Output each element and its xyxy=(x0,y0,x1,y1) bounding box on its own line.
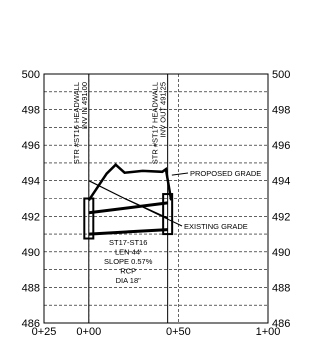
y-tick-label-right: 498 xyxy=(272,105,290,117)
y-tick-label-left: 490 xyxy=(22,247,40,259)
y-tick-label-left: 500 xyxy=(22,69,40,81)
callouts: PROPOSED GRADE EXISTING GRADE xyxy=(124,169,261,231)
y-tick-label-right: 486 xyxy=(272,318,290,330)
pipe-note-line: DIA 18" xyxy=(116,276,142,285)
pipe-note-line: RCP xyxy=(120,267,136,276)
pipe-note-line: ST17-ST16 xyxy=(109,238,147,247)
y-tick-label-left: 494 xyxy=(22,176,40,188)
y-tick-label-right: 488 xyxy=(272,282,290,294)
y-tick-label-right: 494 xyxy=(272,176,290,188)
y-tick-label-left: 496 xyxy=(22,140,40,152)
structure-name: STR #ST16 HEADWALL xyxy=(72,82,81,164)
headwall-box xyxy=(162,193,174,236)
pipe-notes: ST17-ST16 LEN 44' SLOPE 0.57% RCP DIA 18" xyxy=(104,238,153,285)
x-tick-label: 0+00 xyxy=(76,326,101,338)
x-tick-label: 0+50 xyxy=(166,326,191,338)
x-tick-label: 0+25 xyxy=(32,326,57,338)
existing-grade-line xyxy=(88,180,168,219)
plot-frame xyxy=(43,73,269,324)
proposed-grade-line xyxy=(87,162,173,201)
y-tick-label-left: 492 xyxy=(22,211,40,223)
grade-lines xyxy=(87,162,173,219)
structure-invert: INV IN 491.00 xyxy=(80,82,89,129)
y-tick-label-right: 492 xyxy=(272,211,290,223)
y-tick-label-right: 500 xyxy=(272,69,290,81)
existing-grade-label: EXISTING GRADE xyxy=(184,222,248,231)
pipe-note-line: SLOPE 0.57% xyxy=(104,257,153,266)
structure-name: STR #ST17 HEADWALL xyxy=(151,82,160,164)
y-tick-label-left: 486 xyxy=(22,318,40,330)
pipe-bottom-line xyxy=(88,228,168,236)
y-tick-label-right: 490 xyxy=(272,247,290,259)
existing-grade-leader xyxy=(124,198,183,227)
y-axis-right: 500 498 496 494 492 490 488 486 xyxy=(272,69,290,330)
y-tick-label-right: 496 xyxy=(272,140,290,152)
x-axis: 0+25 0+00 0+50 1+00 xyxy=(32,326,281,338)
structure-invert: INV OUT 491.25 xyxy=(159,82,168,137)
y-tick-label-left: 498 xyxy=(22,105,40,117)
proposed-grade-label: PROPOSED GRADE xyxy=(190,169,261,178)
pipe-note-line: LEN 44' xyxy=(115,248,142,257)
y-tick-label-left: 488 xyxy=(22,282,40,294)
y-axis-left: 500 498 496 494 492 490 488 486 xyxy=(22,69,40,330)
x-tick-label: 1+00 xyxy=(256,326,281,338)
pipe-top-line xyxy=(88,201,168,215)
proposed-grade-leader xyxy=(171,172,189,176)
